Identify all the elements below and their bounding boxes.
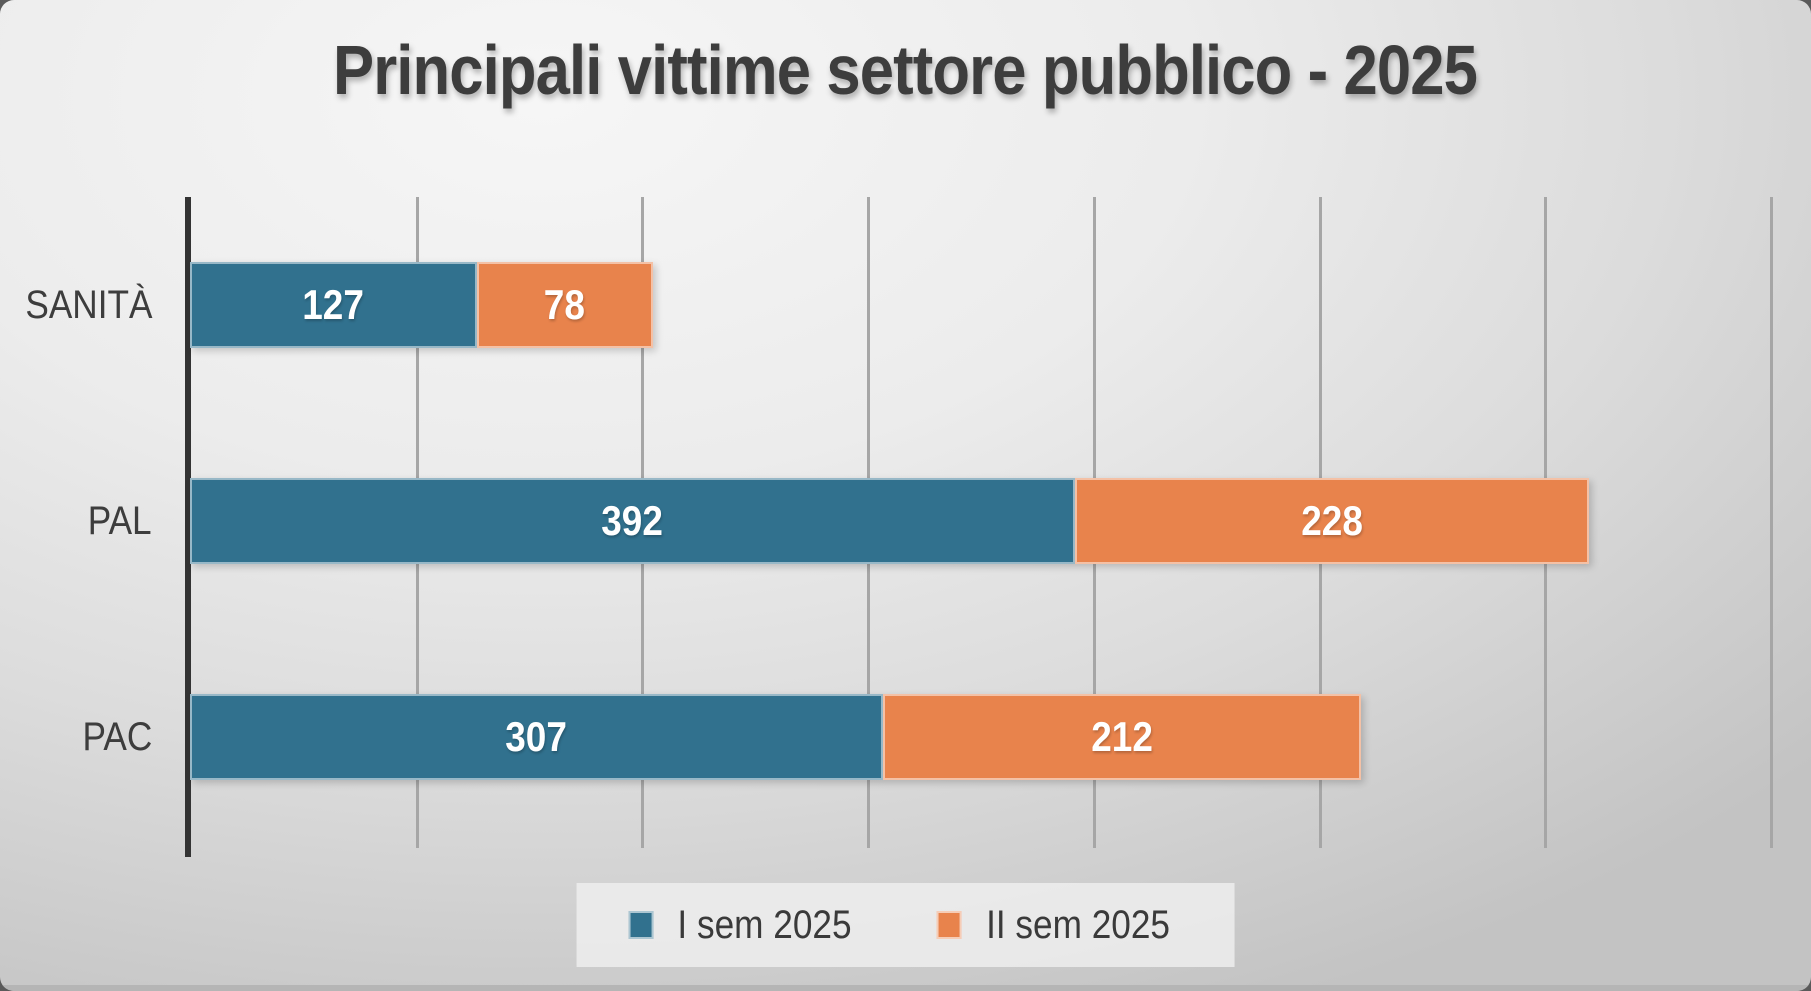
bar-segment: 392 — [190, 478, 1075, 564]
value-label: 127 — [302, 281, 365, 328]
plot-area: 127 78 392 228 307 212 — [185, 197, 1773, 857]
value-label: 228 — [1301, 497, 1363, 544]
stacked-bar: 307 212 — [190, 694, 1362, 780]
value-label: 212 — [1091, 713, 1154, 760]
category-axis-line — [185, 197, 191, 857]
bar-segment: 228 — [1074, 478, 1590, 564]
bar-segment: 212 — [882, 694, 1362, 780]
bar-segment: 78 — [476, 262, 653, 348]
category-label: SANITÀ — [0, 262, 152, 348]
legend-item: II sem 2025 — [936, 903, 1183, 948]
legend-label-text: I sem 2025 — [676, 902, 852, 947]
legend-label: I sem 2025 — [665, 903, 863, 948]
category-labels-gutter: SANITÀ PAL PAC — [0, 197, 190, 845]
category-label-text: PAC — [82, 715, 152, 759]
legend-swatch-icon — [628, 911, 654, 939]
value-label: 78 — [544, 281, 586, 328]
legend-item: I sem 2025 — [628, 903, 863, 948]
legend-label: II sem 2025 — [974, 903, 1183, 948]
legend: I sem 2025 II sem 2025 — [576, 883, 1235, 967]
chart-title-text: Principali vittime settore pubblico - 20… — [333, 31, 1478, 109]
bar-segment: 307 — [190, 694, 883, 780]
legend-label-text: II sem 2025 — [986, 902, 1171, 947]
value-label: 392 — [601, 497, 664, 544]
bar-segment: 127 — [190, 262, 477, 348]
category-label: PAL — [0, 478, 152, 564]
legend-swatch-icon — [936, 911, 962, 939]
category-label-text: PAL — [88, 499, 152, 543]
category-label: PAC — [0, 694, 152, 780]
stacked-bar: 392 228 — [190, 478, 1590, 564]
value-label: 307 — [505, 713, 568, 760]
chart-title: Principali vittime settore pubblico - 20… — [0, 30, 1811, 110]
category-label-text: SANITÀ — [24, 283, 152, 327]
gridline — [1770, 197, 1773, 848]
stacked-bar: 127 78 — [190, 262, 653, 348]
